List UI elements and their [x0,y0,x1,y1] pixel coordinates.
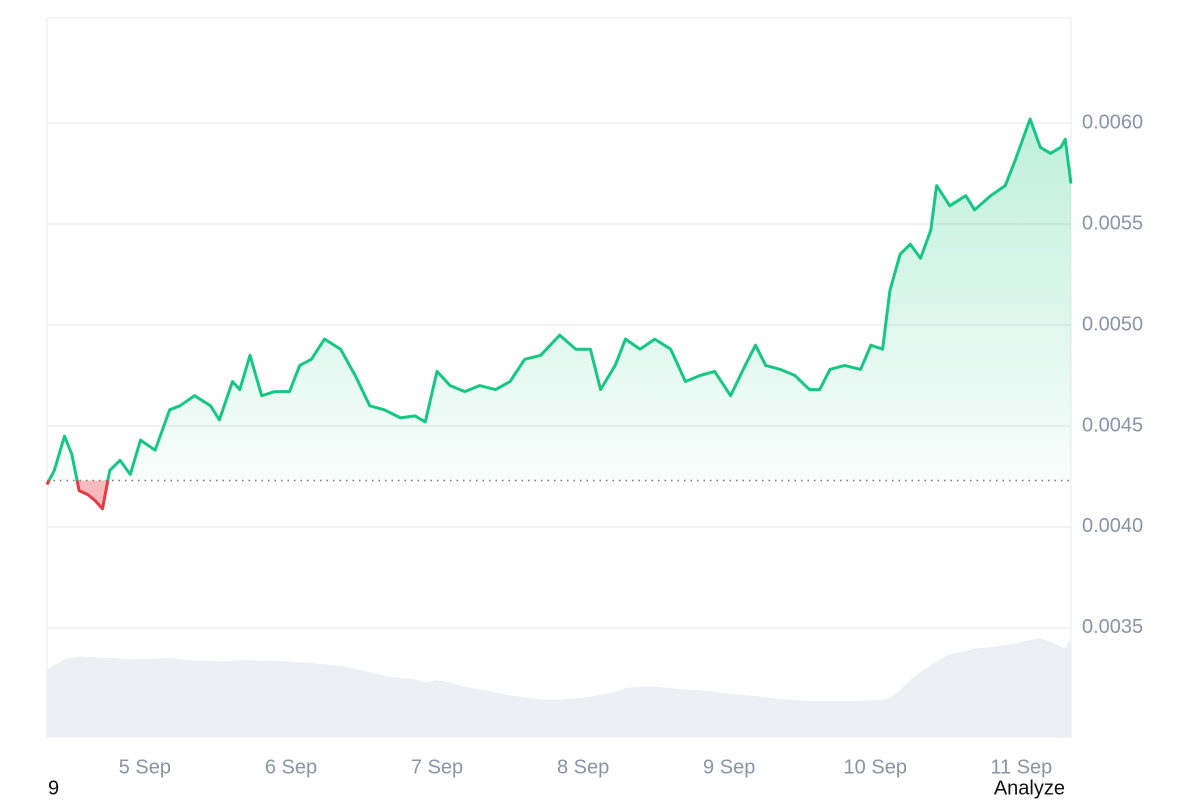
price-line [45,117,1073,511]
x-tick-label: 9 Sep [703,756,755,778]
x-tick-label: 8 Sep [557,756,609,778]
x-tick-label: 5 Sep [119,756,171,778]
x-tick-label: 11 Sep [990,756,1052,778]
y-tick-label: 0.0040 [1082,515,1143,537]
x-tick-label: 7 Sep [411,756,463,778]
footer-left: 9 [48,777,59,799]
y-tick-label: 0.0060 [1082,111,1143,133]
analyze-button[interactable]: Analyze [994,777,1065,799]
x-tick-label: 10 Sep [844,756,907,778]
y-tick-label: 0.0035 [1082,616,1143,638]
price-area [47,119,1071,509]
x-tick-label: 6 Sep [265,756,317,778]
volume-area [47,636,1071,737]
y-tick-label: 0.0050 [1082,313,1143,335]
y-tick-label: 0.0055 [1082,212,1143,234]
y-tick-label: 0.0045 [1082,414,1143,436]
